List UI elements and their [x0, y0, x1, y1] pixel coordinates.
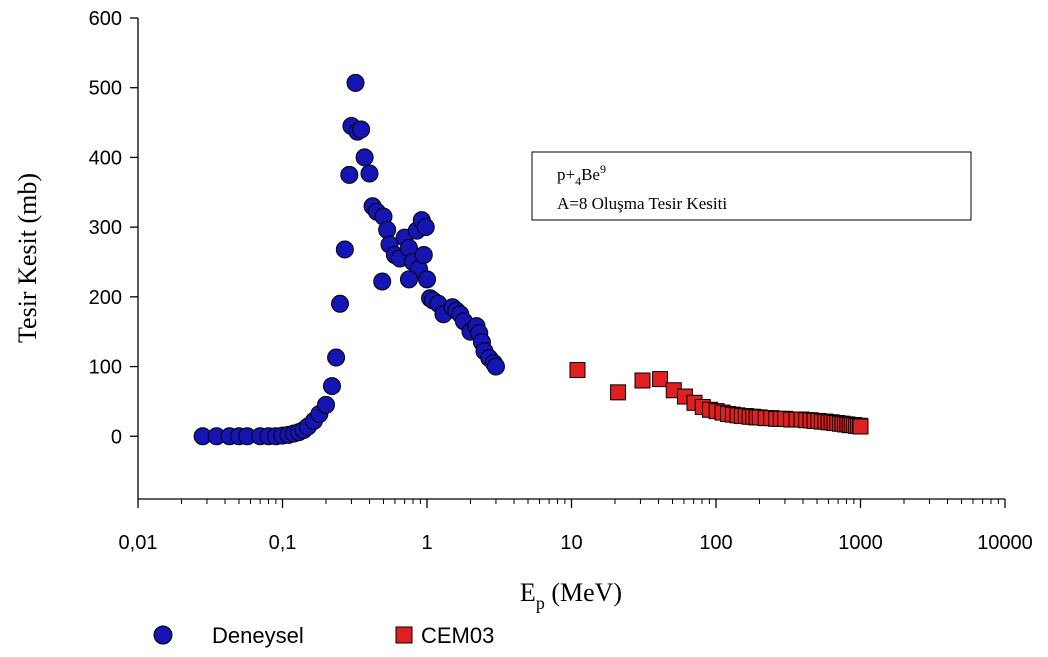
data-point-cem03 — [652, 371, 669, 388]
data-point-deneysel — [416, 218, 435, 237]
data-point-deneysel — [316, 395, 335, 414]
series-deneysel — [193, 73, 505, 446]
x-tick-label: 10 — [560, 532, 582, 554]
data-point-deneysel — [346, 73, 365, 92]
x-axis-title-sub: p — [536, 593, 545, 613]
annotation-reaction-sup: 9 — [600, 162, 606, 176]
data-point-deneysel — [352, 120, 371, 139]
annotation-reaction-a: p+ — [557, 165, 575, 184]
y-tick-label: 500 — [89, 78, 122, 100]
data-point-deneysel — [322, 377, 341, 396]
data-point-deneysel — [360, 164, 379, 183]
data-point-deneysel — [373, 272, 392, 291]
y-ticks: 0 100 200 300 400 500 600 — [89, 8, 138, 448]
series-cem03 — [569, 362, 869, 435]
x-tick-label: 10000 — [977, 532, 1033, 554]
annotation-line-1: p+4Be9 — [557, 162, 606, 188]
legend-marker-cem03 — [395, 626, 413, 644]
data-point-cem03 — [634, 372, 651, 389]
x-axis-title-main: E — [520, 578, 536, 607]
x-axis-title: Ep (MeV) — [520, 578, 622, 613]
legend: Deneysel CEM03 — [153, 623, 494, 648]
y-tick-label: 0 — [111, 426, 122, 448]
annotation-reaction-sub: 4 — [575, 174, 581, 188]
y-tick-label: 200 — [89, 287, 122, 309]
data-point-cem03 — [610, 384, 627, 401]
y-tick-label: 400 — [89, 147, 122, 169]
data-series — [193, 73, 869, 446]
legend-label-deneysel: Deneysel — [212, 623, 304, 648]
legend-label-cem03: CEM03 — [421, 623, 494, 648]
data-point-cem03 — [569, 362, 586, 379]
x-tick-label: 0,01 — [119, 532, 158, 554]
annotation-frame — [531, 151, 972, 221]
y-tick-label: 300 — [89, 217, 122, 239]
y-tick-label: 600 — [89, 8, 122, 30]
data-point-deneysel — [355, 148, 374, 167]
x-tick-label: 1 — [421, 532, 432, 554]
annotation-reaction-b: Be — [581, 165, 600, 184]
x-ticks: 0,01 0,1 1 10 100 1000 10000 — [119, 499, 1033, 554]
data-point-deneysel — [327, 348, 346, 367]
annotation-box: p+4Be9 A=8 Oluşma Tesir Kesiti — [531, 151, 972, 221]
data-point-deneysel — [340, 165, 359, 184]
x-tick-label: 100 — [699, 532, 732, 554]
data-point-cem03 — [852, 418, 869, 435]
data-point-deneysel — [414, 246, 433, 265]
legend-marker-deneysel — [153, 625, 173, 645]
y-axis-title: Tesir Kesit (mb) — [13, 173, 42, 343]
x-tick-label: 0,1 — [269, 532, 297, 554]
x-axis-title-unit: (MeV) — [545, 578, 622, 607]
data-point-deneysel — [418, 270, 436, 289]
axes — [137, 18, 1005, 500]
annotation-line-2: A=8 Oluşma Tesir Kesiti — [557, 194, 727, 213]
y-tick-label: 100 — [89, 357, 122, 379]
data-point-deneysel — [399, 270, 418, 289]
data-point-deneysel — [335, 240, 354, 259]
data-point-deneysel — [486, 357, 505, 376]
data-point-deneysel — [331, 294, 350, 313]
x-tick-label: 1000 — [838, 532, 883, 554]
